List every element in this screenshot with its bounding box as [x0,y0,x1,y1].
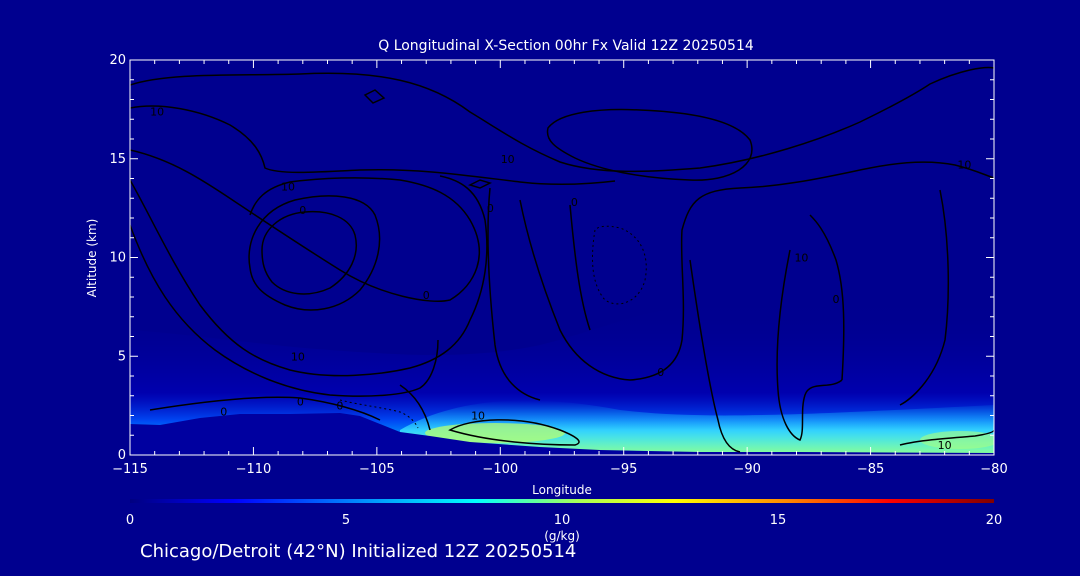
contour-label: 0 [220,406,227,419]
colorbar-ticks: 0 5 10 15 20 [126,513,1002,528]
dotted-contour [591,225,647,305]
colorbar-tick-label: 15 [770,513,787,528]
moisture-lowlevel-shading [400,400,994,455]
plot-area: 10 10 0 0 10 0 0 0 10 10 0 0 0 10 0 10 10 [130,60,994,455]
x-tick-label: −110 [236,462,272,477]
contour-line [130,66,994,173]
contour-label: 0 [299,204,306,217]
moisture-max-shading [425,423,565,443]
contour-label: 0 [423,289,430,302]
contour-label: 0 [571,196,578,209]
colorbar-tick-label: 5 [342,513,350,528]
x-axis: −115 −110 −105 −100 −95 −90 −85 −80 [112,60,1008,477]
x-tick-label: −105 [359,462,395,477]
y-axis-label: Altitude (km) [85,219,99,298]
contour-line [689,259,741,453]
x-tick-label: −95 [610,462,637,477]
x-tick-label: −100 [482,462,518,477]
x-axis-label: Longitude [532,483,592,497]
contour-line [569,204,591,331]
contour-line [130,105,616,185]
colorbar-tick-label: 10 [554,513,571,528]
contour-line [130,175,488,377]
contour-label: 0 [487,202,494,215]
dotted-contours [339,225,647,429]
contour-line [467,179,493,189]
contour-line [399,384,431,431]
contour-label: 10 [501,153,515,166]
contour-line [448,419,580,446]
colorbar-tick-label: 0 [126,513,134,528]
contour-line [809,214,845,381]
terrain [130,413,994,455]
contour-label: 0 [657,366,664,379]
contour-line [261,210,357,295]
y-axis: 0 5 10 15 20 [109,53,994,463]
contour-label: 10 [471,410,485,423]
contour-lines [130,66,994,453]
y-tick-label: 5 [118,349,126,364]
contour-label: 10 [281,180,295,193]
contour-label: 10 [794,252,808,265]
contour-line [519,161,994,381]
chart-title: Q Longitudinal X-Section 00hr Fx Valid 1… [378,38,754,54]
contour-label: 0 [336,400,343,413]
contour-line [363,89,386,104]
contour-line [487,187,541,401]
contour-line [130,224,439,397]
contour-label: 10 [957,159,971,172]
colorbar: 0 5 10 15 20 (g/kg) [126,499,1002,543]
y-tick-label: 0 [118,448,126,463]
contour-line [899,189,950,406]
contour-label: 10 [291,350,305,363]
contour-label: 10 [938,439,952,452]
x-tick-label: −85 [857,462,884,477]
y-tick-label: 10 [109,251,126,266]
contour-line [130,149,480,302]
contour-label: 0 [833,293,840,306]
chart-subtitle: Chicago/Detroit (42°N) Initialized 12Z 2… [140,541,577,562]
contour-label: 0 [297,396,304,409]
y-tick-label: 20 [109,53,126,68]
x-tick-label: −115 [112,462,148,477]
contour-line [546,108,753,181]
colorbar-strip [130,499,994,503]
contour-line [248,195,381,311]
contour-line [899,429,994,446]
colorbar-tick-label: 20 [986,513,1003,528]
dotted-contour [339,399,419,429]
contour-line [149,396,381,421]
y-tick-label: 15 [109,152,126,167]
colorbar-units: (g/kg) [544,529,580,543]
contour-label: 10 [150,105,164,118]
contour-line [776,249,843,441]
x-tick-label: −80 [980,462,1007,477]
x-tick-label: −90 [733,462,760,477]
contour-labels: 10 10 0 0 10 0 0 0 10 10 0 0 0 10 0 10 10 [150,105,971,452]
